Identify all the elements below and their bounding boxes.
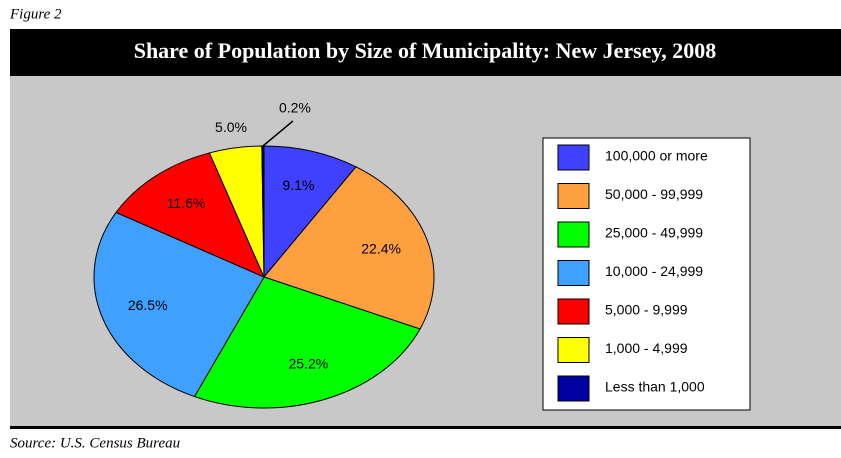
- legend-swatch: [557, 260, 590, 286]
- title-bar: [10, 29, 841, 76]
- leader-line: [262, 120, 294, 147]
- footer-rule: [10, 426, 841, 429]
- legend-label: Less than 1,000: [605, 379, 705, 395]
- data-label: 25.2%: [288, 356, 328, 372]
- pie-slice: [115, 152, 265, 278]
- chart-title: Share of Population by Size of Municipal…: [134, 38, 717, 63]
- pie-slice: [263, 166, 435, 330]
- legend-label: 5,000 - 9,999: [605, 302, 688, 318]
- data-label: 9.1%: [283, 177, 315, 193]
- legend-swatch: [557, 144, 590, 171]
- legend-swatch: [557, 183, 590, 209]
- legend-swatch: [557, 221, 590, 248]
- legend-label: 100,000 or more: [605, 148, 708, 164]
- legend-swatch: [557, 298, 590, 325]
- data-label: 22.4%: [361, 240, 401, 256]
- figure-label: Figure 2: [9, 6, 62, 22]
- data-label: 26.5%: [128, 297, 168, 313]
- data-label: 0.2%: [279, 100, 311, 116]
- source-note: Source: U.S. Census Bureau: [10, 435, 180, 451]
- data-label: 11.6%: [167, 195, 206, 211]
- legend-label: 25,000 - 49,999: [605, 225, 703, 241]
- pie-slice: [193, 276, 421, 409]
- legend-label: 1,000 - 4,999: [605, 340, 688, 356]
- pie-slice: [263, 145, 357, 279]
- data-label: 5.0%: [215, 119, 247, 135]
- legend-swatch: [557, 375, 590, 402]
- legend-swatch: [557, 337, 590, 363]
- legend-label: 50,000 - 99,999: [605, 186, 703, 202]
- legend-label: 10,000 - 24,999: [605, 263, 703, 279]
